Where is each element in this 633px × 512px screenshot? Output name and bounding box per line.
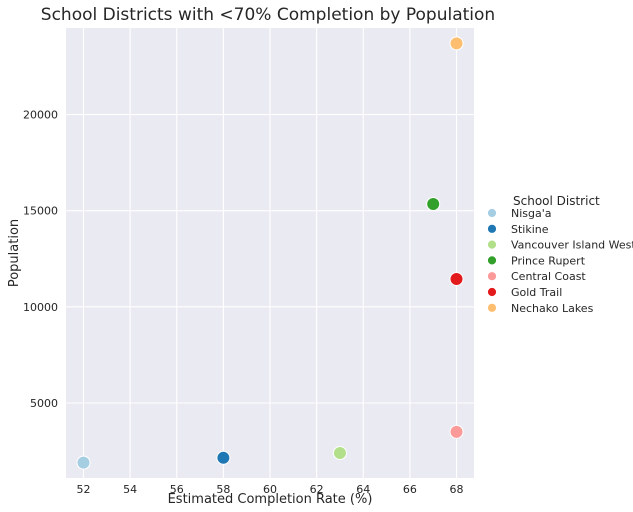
- legend-label: Prince Rupert: [511, 254, 586, 267]
- x-tick-label: 56: [170, 483, 184, 496]
- legend-marker: [487, 208, 497, 218]
- x-tick-label: 54: [123, 483, 137, 496]
- x-tick-label: 58: [216, 483, 230, 496]
- y-tick-label: 5000: [30, 397, 58, 410]
- legend-label: Vancouver Island West: [511, 239, 633, 252]
- grid: [66, 28, 474, 478]
- legend-label: Central Coast: [511, 270, 586, 283]
- x-tick-label: 62: [310, 483, 324, 496]
- data-point: [216, 450, 231, 465]
- data-point: [332, 446, 347, 460]
- legend-label: Gold Trail: [511, 286, 562, 299]
- data-point: [449, 36, 464, 51]
- data-points: [76, 36, 464, 470]
- data-point: [426, 196, 441, 211]
- x-tick-label: 52: [76, 483, 90, 496]
- legend-label: Nechako Lakes: [511, 302, 594, 315]
- legend-items: Nisga'a Stikine Vancouver Island West Princ…: [487, 207, 633, 315]
- chart-title: School Districts with <70% Completion by…: [41, 5, 495, 25]
- data-point: [449, 424, 464, 439]
- legend-label: Stikine: [511, 223, 549, 236]
- legend-marker: [487, 239, 497, 250]
- legend-marker: [487, 271, 497, 282]
- data-point: [76, 455, 91, 470]
- y-tick-label: 15000: [23, 205, 58, 218]
- x-tick-label: 64: [356, 483, 370, 496]
- legend-marker: [487, 223, 497, 234]
- x-axis-label: Estimated Completion Rate (%): [168, 492, 373, 507]
- legend-marker: [487, 302, 497, 313]
- x-tick-label: 60: [263, 483, 277, 496]
- x-tick-label: 66: [403, 483, 417, 496]
- y-axis-label: Population: [7, 219, 22, 287]
- data-point: [449, 271, 464, 286]
- legend-label: Nisga'a: [511, 207, 552, 220]
- y-tick-label: 10000: [23, 301, 58, 314]
- x-tick-label: 68: [450, 483, 464, 496]
- legend-marker: [487, 255, 497, 266]
- x-ticks: 52 54 56 58 60 62 64 66 68: [76, 483, 463, 496]
- y-ticks: 5000 10000 15000 20000: [23, 109, 58, 410]
- legend-title: School District: [513, 194, 600, 208]
- legend-marker: [487, 287, 497, 297]
- legend: School District Nisga'a Stikine Vancouver …: [487, 194, 633, 315]
- y-tick-label: 20000: [23, 109, 58, 122]
